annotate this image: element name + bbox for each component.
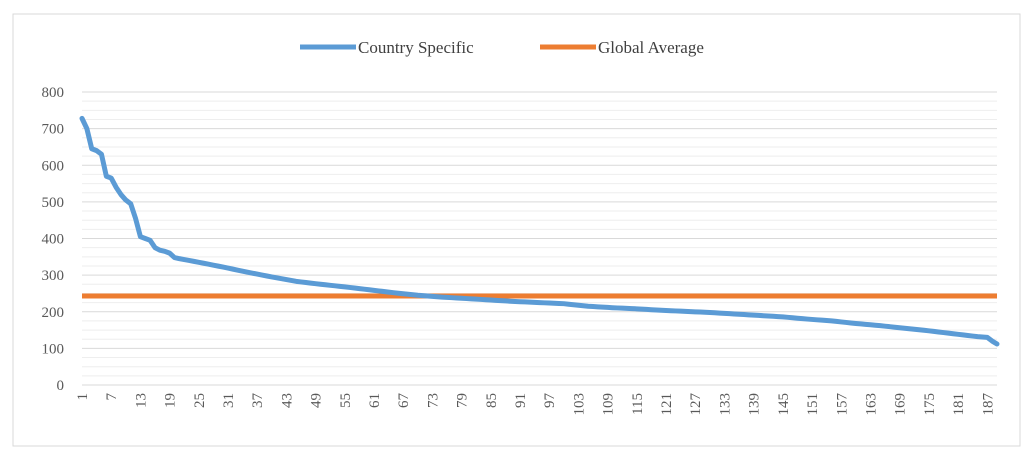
series-layer (79, 115, 1000, 347)
x-tick-label: 181 (951, 393, 967, 416)
y-tick-label: 300 (42, 268, 65, 284)
y-tick-label: 600 (42, 158, 65, 174)
y-tick-label: 800 (42, 85, 65, 101)
x-tick-label: 163 (863, 393, 879, 416)
x-tick-label: 169 (893, 393, 909, 416)
x-tick-label: 55 (338, 393, 354, 408)
x-tick-label: 85 (484, 393, 500, 408)
x-tick-label: 115 (630, 393, 646, 415)
x-tick-label: 61 (367, 393, 383, 408)
series-line-country-specific (79, 115, 1000, 347)
x-axis: 1 7 13 19 25 31 37 43 49 55 61 67 73 79 85 91 97 103 109 11… (75, 384, 997, 416)
x-tick-label: 151 (805, 393, 821, 416)
legend-label-country-specific: Country Specific (358, 38, 474, 57)
x-tick-label: 67 (396, 393, 412, 409)
x-tick-label: 175 (922, 393, 938, 416)
x-tick-label: 19 (163, 393, 179, 408)
y-axis: 0 100 200 300 400 500 600 700 800 (42, 85, 65, 394)
x-tick-label: 31 (221, 393, 237, 408)
x-tick-label: 139 (747, 393, 763, 416)
x-tick-label: 103 (571, 393, 587, 416)
x-tick-label: 79 (455, 393, 471, 408)
gridlines (82, 91, 997, 386)
x-tick-label: 37 (250, 393, 266, 409)
x-tick-label: 97 (542, 393, 558, 409)
x-tick-label: 49 (309, 393, 325, 408)
x-tick-label: 13 (133, 393, 149, 408)
y-tick-label: 200 (42, 305, 65, 321)
y-tick-label: 100 (42, 341, 65, 357)
x-tick-label: 25 (192, 393, 208, 408)
x-tick-label: 145 (776, 393, 792, 416)
x-tick-label: 133 (717, 393, 733, 416)
x-tick-label: 91 (513, 393, 529, 408)
x-tick-label: 73 (425, 393, 441, 408)
chart-border (12, 13, 1021, 447)
y-tick-label: 400 (42, 232, 65, 248)
x-tick-label: 7 (104, 393, 120, 401)
x-tick-label: 121 (659, 393, 675, 416)
y-tick-label: 700 (42, 122, 65, 138)
x-tick-label: 43 (279, 393, 295, 408)
legend-label-global-average: Global Average (598, 38, 704, 57)
x-tick-label: 1 (75, 393, 91, 401)
y-tick-label: 500 (42, 195, 65, 211)
y-tick-label: 0 (57, 378, 65, 394)
x-tick-label: 109 (601, 393, 617, 416)
legend: Country Specific Global Average (300, 38, 704, 57)
x-tick-label: 187 (980, 393, 996, 416)
x-tick-label: 127 (688, 393, 704, 416)
x-tick-label: 157 (834, 393, 850, 416)
